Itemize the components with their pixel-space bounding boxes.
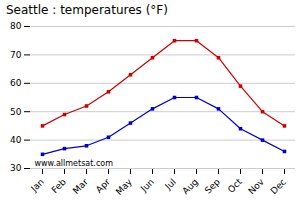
svg-text:www.allmetsat.com: www.allmetsat.com (35, 159, 114, 168)
svg-text:Oct: Oct (226, 176, 244, 194)
svg-text:Aug: Aug (180, 177, 200, 197)
svg-text:Dec: Dec (269, 177, 288, 196)
svg-text:Sep: Sep (203, 177, 222, 196)
svg-text:Mar: Mar (71, 176, 90, 195)
svg-text:Jul: Jul (162, 177, 177, 192)
svg-text:40: 40 (10, 135, 22, 145)
svg-text:Feb: Feb (50, 177, 69, 196)
svg-text:Nov: Nov (246, 176, 266, 196)
svg-text:50: 50 (10, 107, 22, 117)
svg-text:Jan: Jan (28, 177, 46, 195)
svg-text:70: 70 (10, 50, 22, 60)
svg-text:30: 30 (10, 163, 22, 173)
svg-text:May: May (114, 176, 135, 197)
svg-text:Jun: Jun (138, 177, 156, 195)
svg-text:Apr: Apr (94, 177, 112, 195)
svg-text:60: 60 (10, 78, 22, 88)
html-text:Seattle : temperatures (°F): Seattle : temperatures (°F) (6, 3, 168, 17)
svg-text:80: 80 (10, 21, 22, 31)
